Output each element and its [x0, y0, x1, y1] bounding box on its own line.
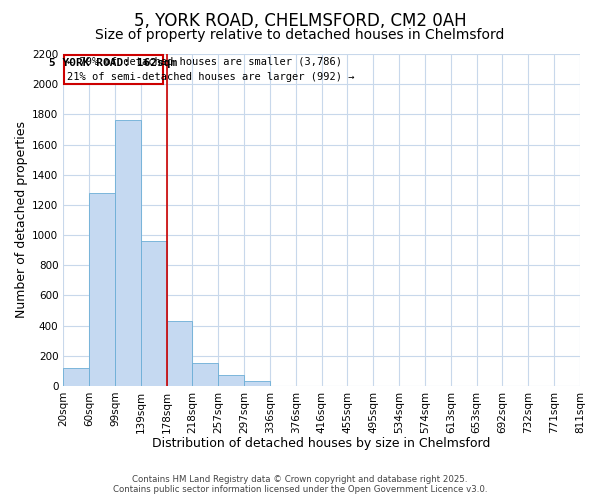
X-axis label: Distribution of detached houses by size in Chelmsford: Distribution of detached houses by size … — [152, 437, 491, 450]
Bar — [167, 321, 193, 386]
Bar — [218, 374, 244, 386]
FancyBboxPatch shape — [64, 55, 163, 84]
Text: 5 YORK ROAD: 162sqm: 5 YORK ROAD: 162sqm — [49, 58, 178, 68]
Bar — [193, 363, 218, 386]
Text: Contains HM Land Registry data © Crown copyright and database right 2025.
Contai: Contains HM Land Registry data © Crown c… — [113, 474, 487, 494]
Bar — [244, 380, 270, 386]
Bar — [115, 120, 141, 386]
Text: 21% of semi-detached houses are larger (992) →: 21% of semi-detached houses are larger (… — [67, 72, 355, 82]
Bar — [89, 193, 115, 386]
Bar — [63, 368, 89, 386]
Bar — [141, 241, 167, 386]
Y-axis label: Number of detached properties: Number of detached properties — [15, 122, 28, 318]
Text: Size of property relative to detached houses in Chelmsford: Size of property relative to detached ho… — [95, 28, 505, 42]
Text: ← 79% of detached houses are smaller (3,786): ← 79% of detached houses are smaller (3,… — [67, 56, 342, 66]
Text: 5, YORK ROAD, CHELMSFORD, CM2 0AH: 5, YORK ROAD, CHELMSFORD, CM2 0AH — [134, 12, 466, 30]
